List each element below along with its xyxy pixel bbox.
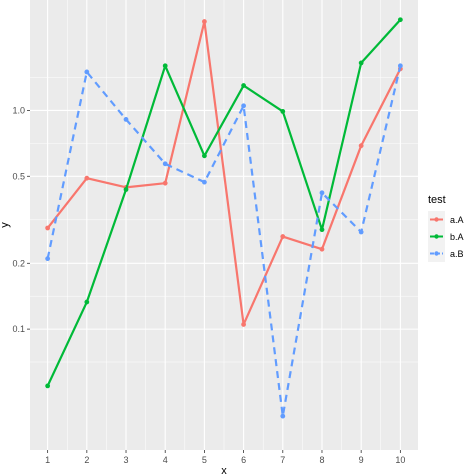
data-point-a.A	[319, 246, 325, 252]
x-tick-label: 3	[124, 455, 129, 465]
legend-key-point	[434, 251, 439, 256]
legend-title: test	[428, 194, 446, 206]
data-point-b.A	[84, 299, 90, 305]
y-tick-label: 1.0	[12, 105, 25, 115]
data-point-a.A	[241, 322, 246, 327]
data-point-a.B	[319, 190, 325, 196]
data-point-b.A	[280, 109, 286, 114]
data-point-b.A	[241, 83, 246, 88]
data-point-a.B	[45, 256, 51, 262]
data-point-b.A	[202, 153, 207, 159]
data-point-a.B	[241, 103, 246, 109]
legend-item-a.B: a.B	[428, 245, 464, 262]
data-point-b.A	[358, 60, 364, 66]
data-point-b.A	[397, 17, 403, 23]
data-point-a.B	[358, 229, 364, 235]
data-point-a.A	[280, 234, 286, 239]
x-tick-label: 1	[45, 455, 50, 465]
legend-label: a.A	[450, 215, 464, 225]
y-axis-ticks: 0.1 0.2 0.5 1.0	[12, 105, 30, 334]
data-point-b.A	[123, 187, 129, 192]
x-tick-label: 2	[84, 455, 89, 465]
data-point-b.A	[45, 383, 51, 389]
data-point-a.A	[358, 143, 364, 149]
data-point-a.A	[84, 175, 90, 181]
x-tick-label: 10	[395, 455, 405, 465]
data-point-a.B	[162, 161, 168, 167]
x-axis-ticks: 1 2 3 4 5 6 7 8 9 10	[45, 450, 405, 465]
data-point-a.A	[45, 225, 51, 231]
x-tick-label: 9	[359, 455, 364, 465]
legend-label: a.B	[450, 249, 464, 259]
series-line-a.B	[46, 65, 402, 418]
x-tick-label: 4	[163, 455, 168, 465]
legend: test a.A b.A a.B	[428, 194, 464, 262]
data-point-a.B	[123, 117, 129, 122]
data-point-a.A	[162, 180, 168, 186]
x-tick-label: 6	[241, 455, 246, 465]
series-a.A	[45, 19, 403, 327]
y-tick-label: 0.2	[12, 258, 25, 268]
data-point-b.A	[319, 227, 325, 233]
y-tick-label: 0.1	[12, 324, 25, 334]
series-line-a.A	[46, 20, 402, 326]
series-a.B	[45, 63, 403, 419]
series-line-b.A	[46, 18, 402, 387]
data-point-a.B	[397, 63, 403, 69]
data-point-a.B	[280, 413, 286, 419]
x-tick-label: 7	[280, 455, 285, 465]
data-point-a.B	[202, 179, 207, 185]
legend-item-a.A: a.A	[428, 211, 464, 228]
data-point-a.A	[202, 19, 207, 24]
series-layer	[45, 17, 403, 419]
series-b.A	[45, 17, 403, 389]
legend-key-point	[434, 234, 439, 239]
data-point-b.A	[162, 63, 168, 69]
legend-key-point	[434, 217, 439, 222]
x-tick-label: 5	[202, 455, 207, 465]
legend-label: b.A	[450, 232, 464, 242]
y-tick-label: 0.5	[12, 171, 25, 181]
data-point-a.B	[84, 69, 90, 75]
x-axis-title: x	[221, 465, 227, 476]
y-axis-title: y	[0, 222, 11, 228]
legend-item-b.A: b.A	[428, 228, 464, 245]
minor-grid	[30, 0, 418, 450]
x-tick-label: 8	[319, 455, 324, 465]
